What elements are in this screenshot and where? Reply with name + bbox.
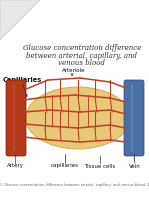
- Text: Capillaries: Capillaries: [3, 77, 42, 83]
- Text: Vein: Vein: [129, 164, 141, 168]
- Text: between arterial, capillary, and: between arterial, capillary, and: [27, 52, 138, 60]
- Text: Roe G. Glucose concentration difference between arterial, capillary, and venous : Roe G. Glucose concentration difference …: [0, 183, 149, 187]
- Text: Arteriole: Arteriole: [62, 68, 86, 72]
- Polygon shape: [0, 0, 38, 38]
- Text: venous blood: venous blood: [59, 59, 105, 67]
- Text: Tissue cells: Tissue cells: [84, 164, 116, 168]
- Text: Artery: Artery: [7, 164, 24, 168]
- Text: capillaries: capillaries: [51, 164, 79, 168]
- FancyBboxPatch shape: [6, 80, 26, 156]
- Text: Glucose concentration difference: Glucose concentration difference: [23, 44, 141, 52]
- FancyBboxPatch shape: [124, 80, 144, 156]
- Ellipse shape: [25, 87, 131, 149]
